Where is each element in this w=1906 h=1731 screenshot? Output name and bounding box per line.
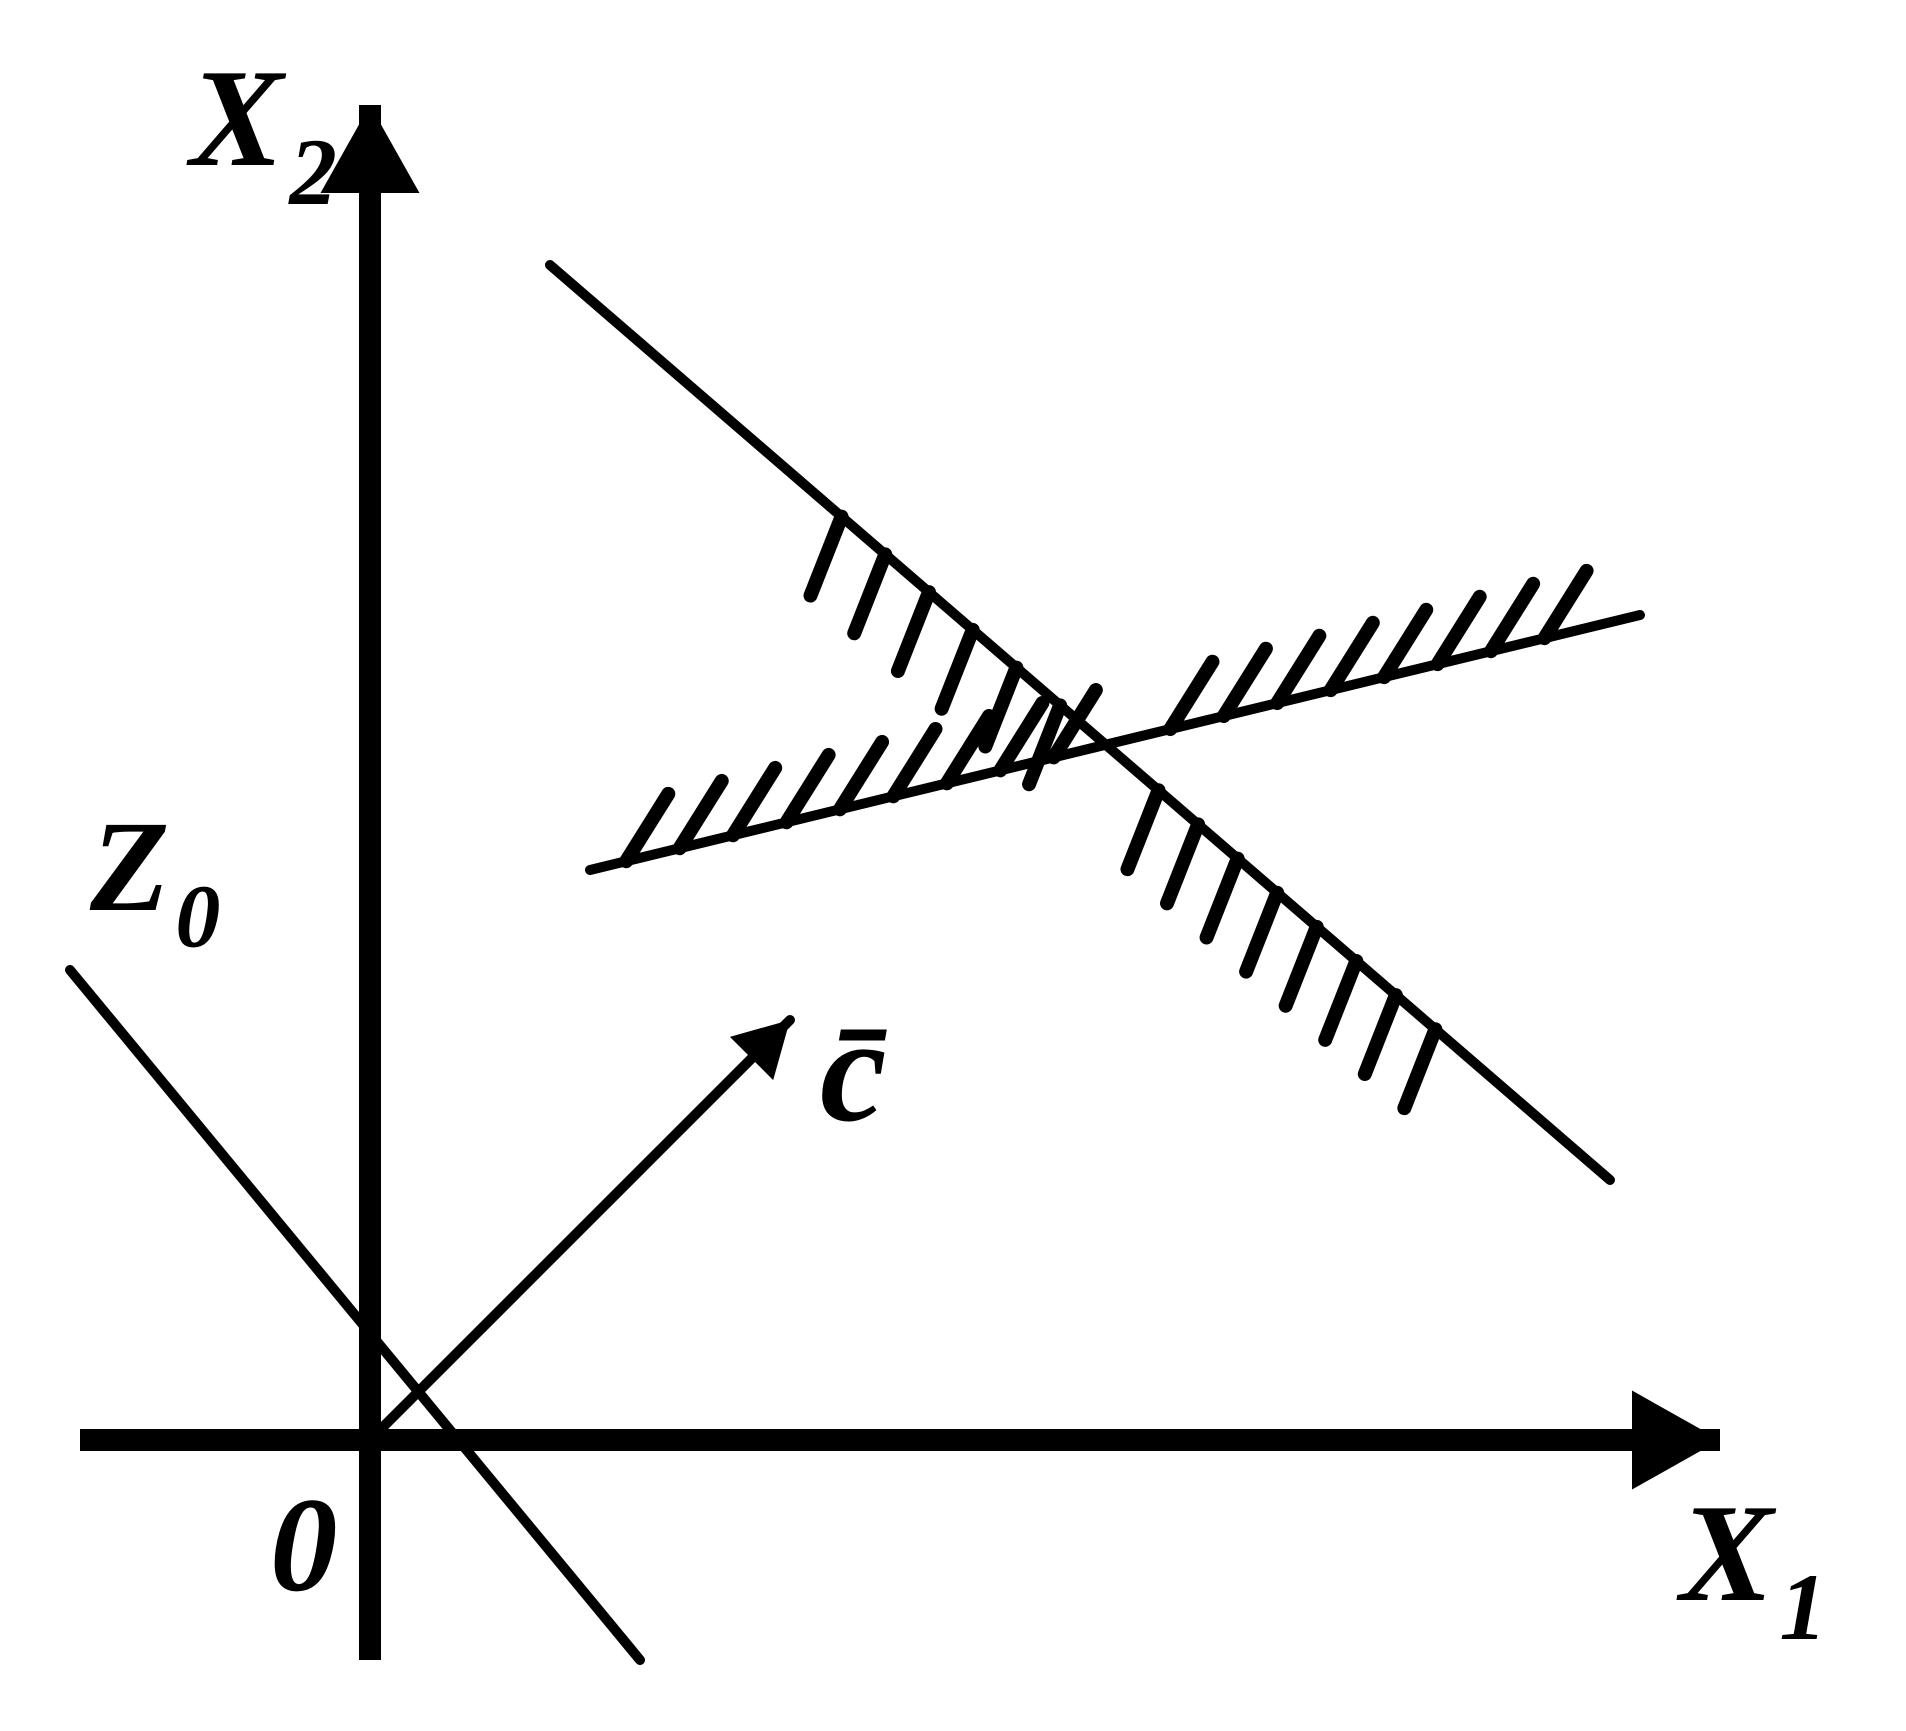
hatch-a	[1246, 893, 1277, 972]
hatch-a	[985, 668, 1016, 747]
hatch-a	[1286, 927, 1317, 1006]
hatch-a	[810, 517, 841, 596]
hatch-a	[1167, 824, 1198, 903]
hatch-a	[854, 554, 885, 633]
z0-line	[70, 970, 640, 1660]
hatch-a	[942, 630, 973, 709]
hatch-a	[1365, 995, 1396, 1074]
constraint-line-b	[590, 615, 1640, 870]
label-c-vector: c̄	[820, 987, 888, 1153]
lp-infeasible-diagram: X2 X1 Z0 0 c̄	[0, 0, 1906, 1731]
hatch-a	[1325, 961, 1356, 1040]
c-vector	[370, 1020, 790, 1440]
label-z0: Z0	[89, 795, 220, 966]
hatch-a	[898, 592, 929, 671]
hatch-a	[1127, 790, 1158, 869]
hatch-a	[1207, 859, 1238, 938]
label-origin: 0	[270, 1471, 338, 1620]
hatch-a	[1404, 1029, 1435, 1108]
label-x2: X2	[186, 41, 337, 225]
label-x1: X1	[1676, 1476, 1827, 1660]
x-axis-arrow	[1632, 1391, 1720, 1490]
